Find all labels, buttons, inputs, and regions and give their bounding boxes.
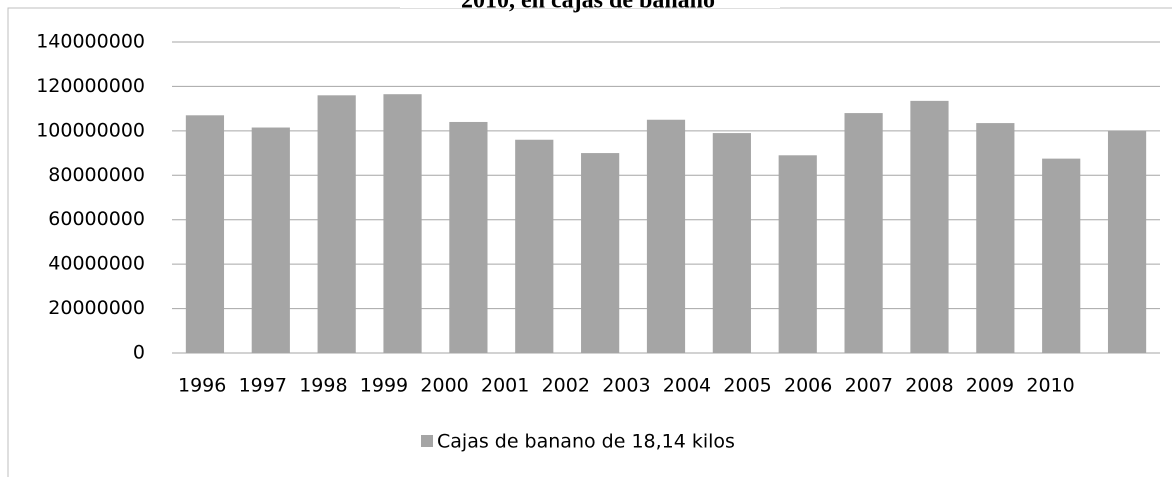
x-tick-label: 2002: [542, 375, 590, 397]
x-tick-label: 1997: [239, 375, 287, 397]
bar: [1042, 158, 1081, 353]
bar: [251, 127, 290, 354]
bar: [383, 94, 422, 353]
x-tick-label: 1998: [299, 375, 347, 397]
y-tick-label: 120000000: [36, 75, 145, 97]
x-tick-label: 2004: [663, 375, 711, 397]
x-tick-label: 2007: [845, 375, 893, 397]
x-tick-label: 2009: [966, 375, 1014, 397]
legend-swatch: [421, 435, 433, 447]
legend-label: Cajas de banano de 18,14 kilos: [437, 431, 735, 453]
bar: [844, 113, 883, 353]
bar: [976, 123, 1015, 353]
y-tick-label: 100000000: [36, 119, 145, 141]
x-tick-label: 2006: [784, 375, 832, 397]
y-tick-label: 0: [133, 342, 145, 364]
y-tick-label: 80000000: [48, 164, 145, 186]
chart-title: 2010, en cajas de banano: [461, 0, 715, 14]
x-tick-label: 2003: [602, 375, 650, 397]
bar: [185, 115, 225, 353]
bar: [317, 95, 356, 354]
x-tick-label: 1999: [360, 375, 408, 397]
x-tick-label: 2001: [481, 375, 529, 397]
bar: [515, 139, 554, 353]
x-tick-label: 2005: [723, 375, 771, 397]
y-tick-label: 20000000: [48, 297, 145, 319]
y-tick-label: 140000000: [36, 31, 145, 53]
bar: [646, 119, 686, 353]
y-tick-label: 60000000: [48, 208, 145, 230]
x-tick-label: 2008: [905, 375, 953, 397]
bar: [910, 100, 949, 353]
x-tick-label: 2000: [420, 375, 468, 397]
bar: [712, 133, 751, 353]
y-tick-label: 40000000: [48, 253, 145, 275]
bar: [1107, 130, 1147, 353]
title-backdrop: [400, 0, 780, 8]
bar: [581, 153, 620, 353]
bar: [449, 121, 488, 353]
x-tick-label: 2010: [1026, 375, 1074, 397]
x-tick-label: 1996: [178, 375, 226, 397]
bar: [778, 155, 817, 353]
